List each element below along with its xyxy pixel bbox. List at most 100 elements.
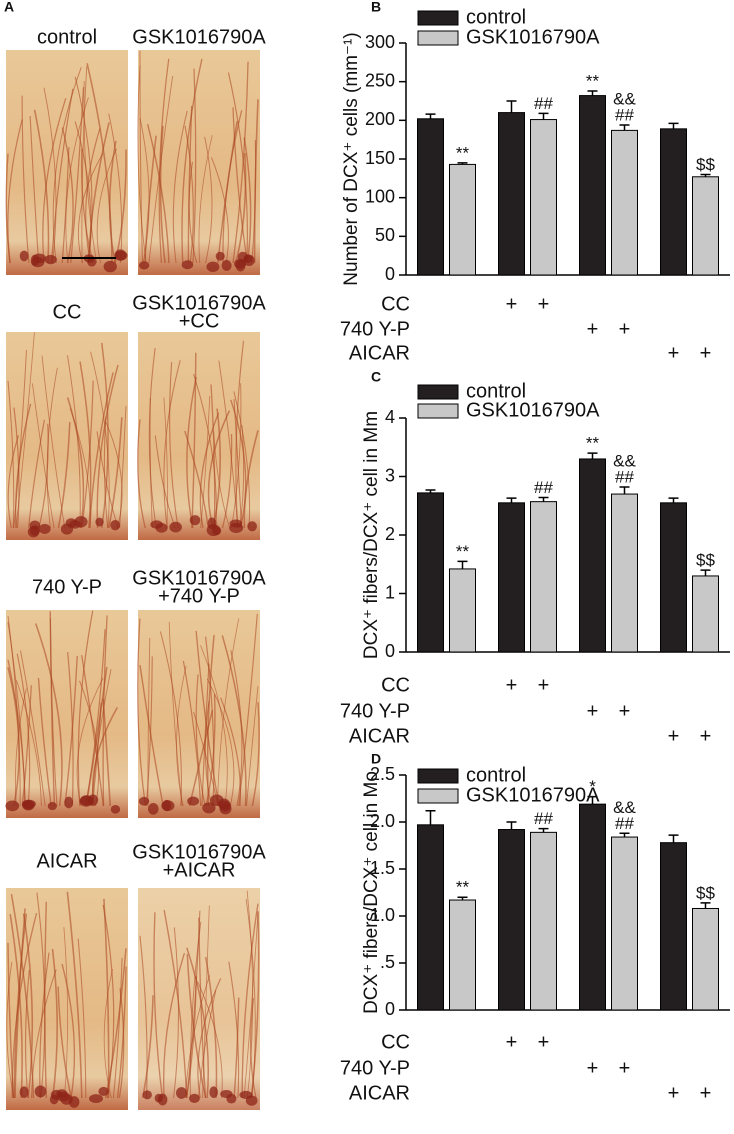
- image-label: GSK1016790A: [132, 26, 266, 48]
- dendrite: [61, 127, 74, 264]
- dendrite: [39, 952, 50, 1099]
- image-label: control: [37, 26, 97, 48]
- error-bar: [587, 795, 598, 805]
- y-tick-label: 50: [375, 225, 395, 245]
- dendrite: [96, 148, 117, 264]
- cell-body: [245, 1095, 258, 1106]
- cell-body: [87, 257, 97, 267]
- dendrite: [102, 904, 115, 1099]
- legend-label: control: [466, 380, 526, 402]
- dendrite: [103, 416, 109, 529]
- dendrite: [221, 635, 247, 807]
- dendrite: [163, 360, 181, 529]
- dendrite: [222, 110, 243, 264]
- dendrite: [33, 109, 50, 264]
- treatment-label: CC: [381, 293, 410, 315]
- dendrite: [61, 963, 76, 1099]
- error-bar: [587, 452, 598, 459]
- dendrite: [163, 397, 168, 529]
- cell-body: [176, 1087, 187, 1099]
- dendrite: [14, 688, 27, 807]
- dendrite: [116, 966, 127, 1099]
- dendrite: [29, 115, 40, 264]
- panel-label: B: [371, 0, 381, 15]
- dendrite: [118, 988, 125, 1099]
- cell-body: [29, 525, 40, 536]
- dendrite: [139, 50, 143, 264]
- bar: [611, 493, 638, 653]
- legend-label: control: [466, 6, 526, 28]
- cell-body: [98, 1086, 109, 1096]
- bar: [417, 118, 444, 276]
- error-bar: [668, 497, 679, 503]
- dendrite: [141, 995, 154, 1099]
- cell-body: [207, 517, 217, 530]
- dendrite: [14, 908, 26, 1099]
- dendrite: [154, 435, 176, 529]
- treatment-label: 740 Y-P: [340, 1057, 410, 1079]
- legend-swatch: [417, 10, 459, 26]
- dendrite: [9, 913, 23, 1099]
- image-label: CC: [53, 301, 82, 323]
- dendrite: [105, 948, 127, 1099]
- bar: [498, 112, 525, 276]
- dendrite: [31, 969, 57, 1099]
- y-tick-label: 0: [385, 641, 395, 661]
- dendrite: [238, 613, 258, 807]
- dendrite: [101, 342, 109, 529]
- significance-mark: &&: [613, 89, 636, 108]
- y-tick-label: 1: [385, 582, 395, 602]
- dendrite: [198, 917, 207, 1099]
- bar: [417, 492, 444, 653]
- dendrite: [89, 372, 114, 529]
- treatment-sign: +: [700, 725, 712, 747]
- bar: [692, 575, 719, 653]
- cell-body: [5, 800, 20, 812]
- treatment-sign: +: [538, 293, 550, 315]
- dendrite: [44, 901, 48, 1099]
- dendrite: [61, 147, 70, 264]
- legend-swatch: [417, 30, 459, 46]
- dendrite: [85, 629, 106, 807]
- dendrite: [146, 124, 170, 264]
- error-bar: [668, 122, 679, 129]
- dendrite: [191, 352, 197, 529]
- treatment-sign: +: [587, 700, 599, 722]
- y-tick-label: 2.0: [370, 811, 395, 831]
- dendrite: [148, 348, 157, 529]
- dendrite: [162, 952, 186, 1099]
- dendrite: [7, 667, 20, 807]
- treatment-sign: +: [619, 1057, 631, 1079]
- cell-body: [103, 260, 117, 273]
- dendrite: [198, 990, 217, 1099]
- dendrite: [77, 610, 94, 807]
- bar: [449, 568, 476, 653]
- dendrite: [37, 678, 52, 807]
- image-label: +740 Y-P: [158, 585, 240, 607]
- bar: [611, 129, 638, 276]
- dendrite: [213, 431, 230, 529]
- dendrite: [86, 63, 113, 264]
- cell-body: [189, 1093, 200, 1103]
- dendrite: [51, 948, 58, 1099]
- dendrite: [64, 655, 78, 807]
- y-tick-label: 2.5: [370, 764, 395, 784]
- significance-mark: **: [456, 542, 470, 561]
- error-bar: [425, 113, 436, 119]
- image-label: +CC: [179, 310, 220, 332]
- dendrite: [159, 631, 182, 807]
- cell-body: [38, 523, 51, 535]
- dendrite: [52, 67, 82, 264]
- legend-swatch: [417, 768, 459, 784]
- cell-body: [229, 522, 244, 534]
- dendrite: [149, 397, 153, 529]
- dendrite: [232, 107, 249, 264]
- dendrite: [137, 618, 147, 807]
- dendrite: [96, 364, 119, 529]
- dendrite: [246, 890, 254, 1099]
- dendrite: [103, 898, 110, 1099]
- dendrite: [250, 998, 257, 1099]
- dendrite: [38, 423, 49, 529]
- legend-label: GSK1016790A: [466, 784, 600, 806]
